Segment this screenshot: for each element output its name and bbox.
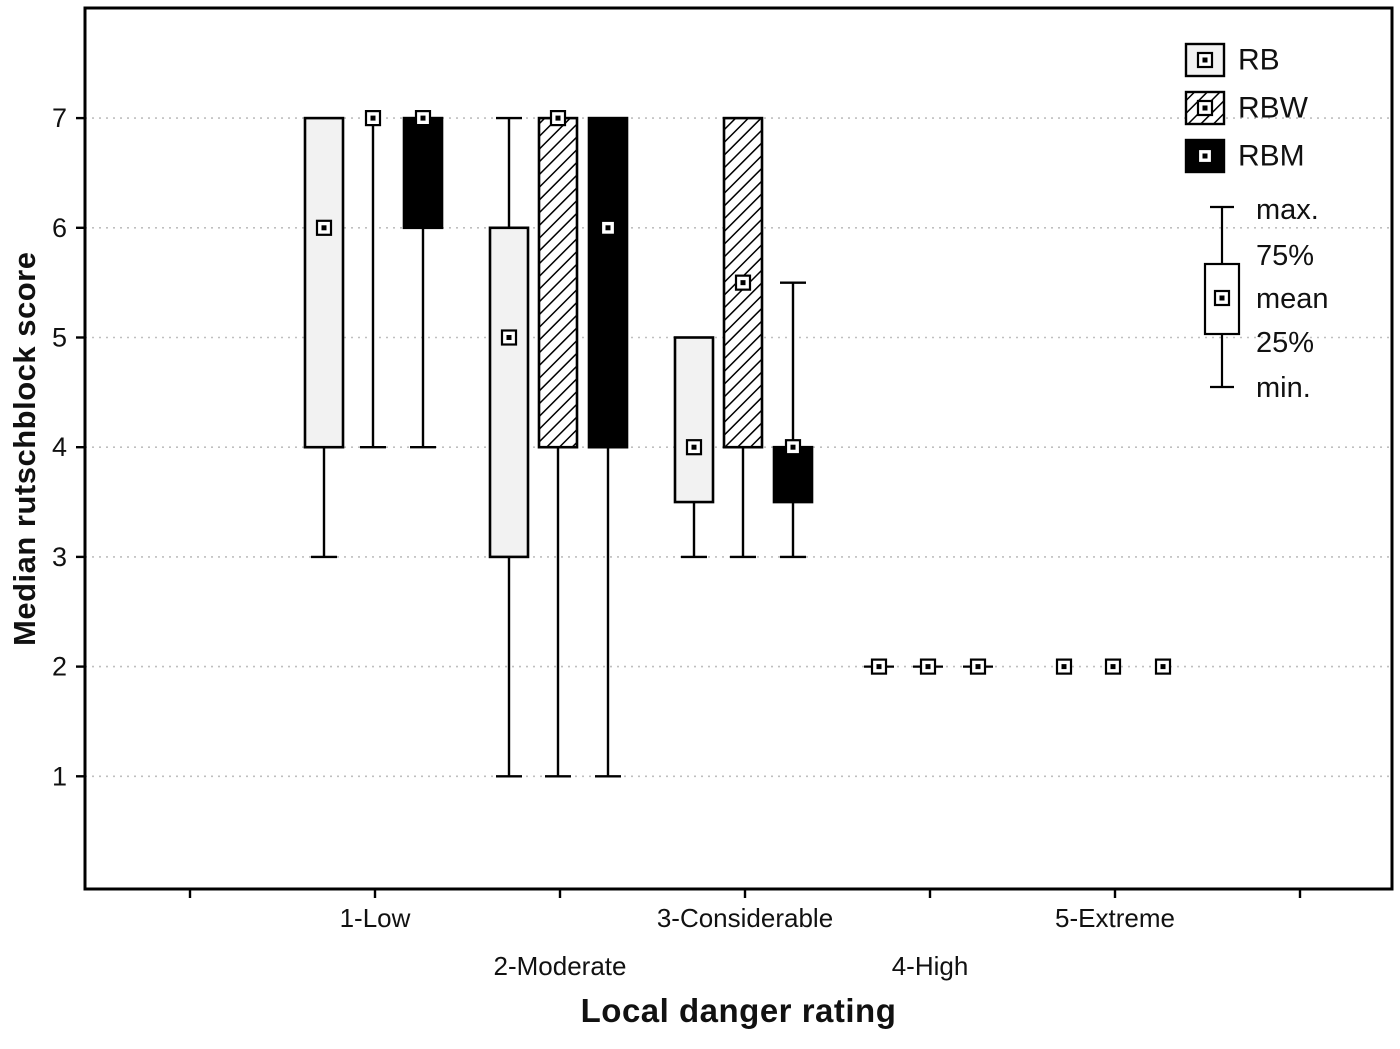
x-axis: 1-Low 2-Moderate 3-Considerable 4-High 5-Ext… [188, 889, 1302, 981]
x-tick-label: 2-Moderate [494, 951, 627, 981]
legend: RB RBW RBM [1184, 42, 1309, 174]
series-RBW [360, 109, 1122, 778]
legend-key-label: 75% [1256, 240, 1314, 272]
box-RBM-2-Moderate [587, 116, 629, 778]
plot-frame [83, 6, 1394, 891]
x-axis-title: Local danger rating [580, 992, 897, 1029]
box-RBW-1-Low [360, 109, 386, 449]
x-tick-label: 1-Low [340, 903, 411, 933]
legend-label-RBM: RBM [1238, 140, 1305, 173]
box-RB-1-Low [303, 116, 345, 559]
box-RBM-4-High [963, 658, 993, 675]
y-tick-label: 1 [52, 761, 67, 791]
box-RBW-5-Extreme [1104, 658, 1122, 675]
box-RBM-5-Extreme [1154, 658, 1172, 675]
box-RB-3-Considerable [673, 336, 715, 559]
legend-key-label: 25% [1256, 327, 1314, 359]
legend-key-label: min. [1256, 372, 1311, 404]
legend-label-RB: RB [1238, 44, 1280, 77]
series-RB [303, 116, 1073, 778]
legend-key-label: max. [1256, 194, 1319, 226]
legend-key-label: mean [1256, 283, 1329, 315]
box-RB-5-Extreme [1055, 658, 1073, 675]
box-RB-4-High [864, 658, 894, 675]
legend-label-RBW: RBW [1238, 92, 1309, 125]
box-RBW-2-Moderate [537, 109, 579, 778]
box-RBW-3-Considerable [722, 116, 764, 559]
y-tick-label: 3 [52, 542, 67, 572]
box-RBW-4-High [913, 658, 943, 675]
box-RBM-1-Low [402, 109, 444, 449]
y-tick-label: 6 [52, 213, 67, 243]
y-axis: 1 2 3 4 5 6 7 [52, 103, 85, 791]
y-tick-label: 4 [52, 432, 67, 462]
box-RBM-3-Considerable [772, 281, 814, 559]
x-tick-label: 4-High [892, 951, 969, 981]
series-RBM [402, 109, 1172, 778]
x-tick-label: 5-Extreme [1055, 903, 1175, 933]
box-RB-2-Moderate [488, 116, 530, 778]
y-axis-title: Median rutschblock score [7, 251, 42, 646]
y-tick-label: 2 [52, 652, 67, 682]
x-tick-label: 3-Considerable [657, 903, 833, 933]
y-tick-label: 7 [52, 103, 67, 133]
legend-key: max. 75% mean 25% min. [1203, 194, 1329, 404]
gridlines [85, 117, 1392, 778]
y-tick-label: 5 [52, 323, 67, 353]
